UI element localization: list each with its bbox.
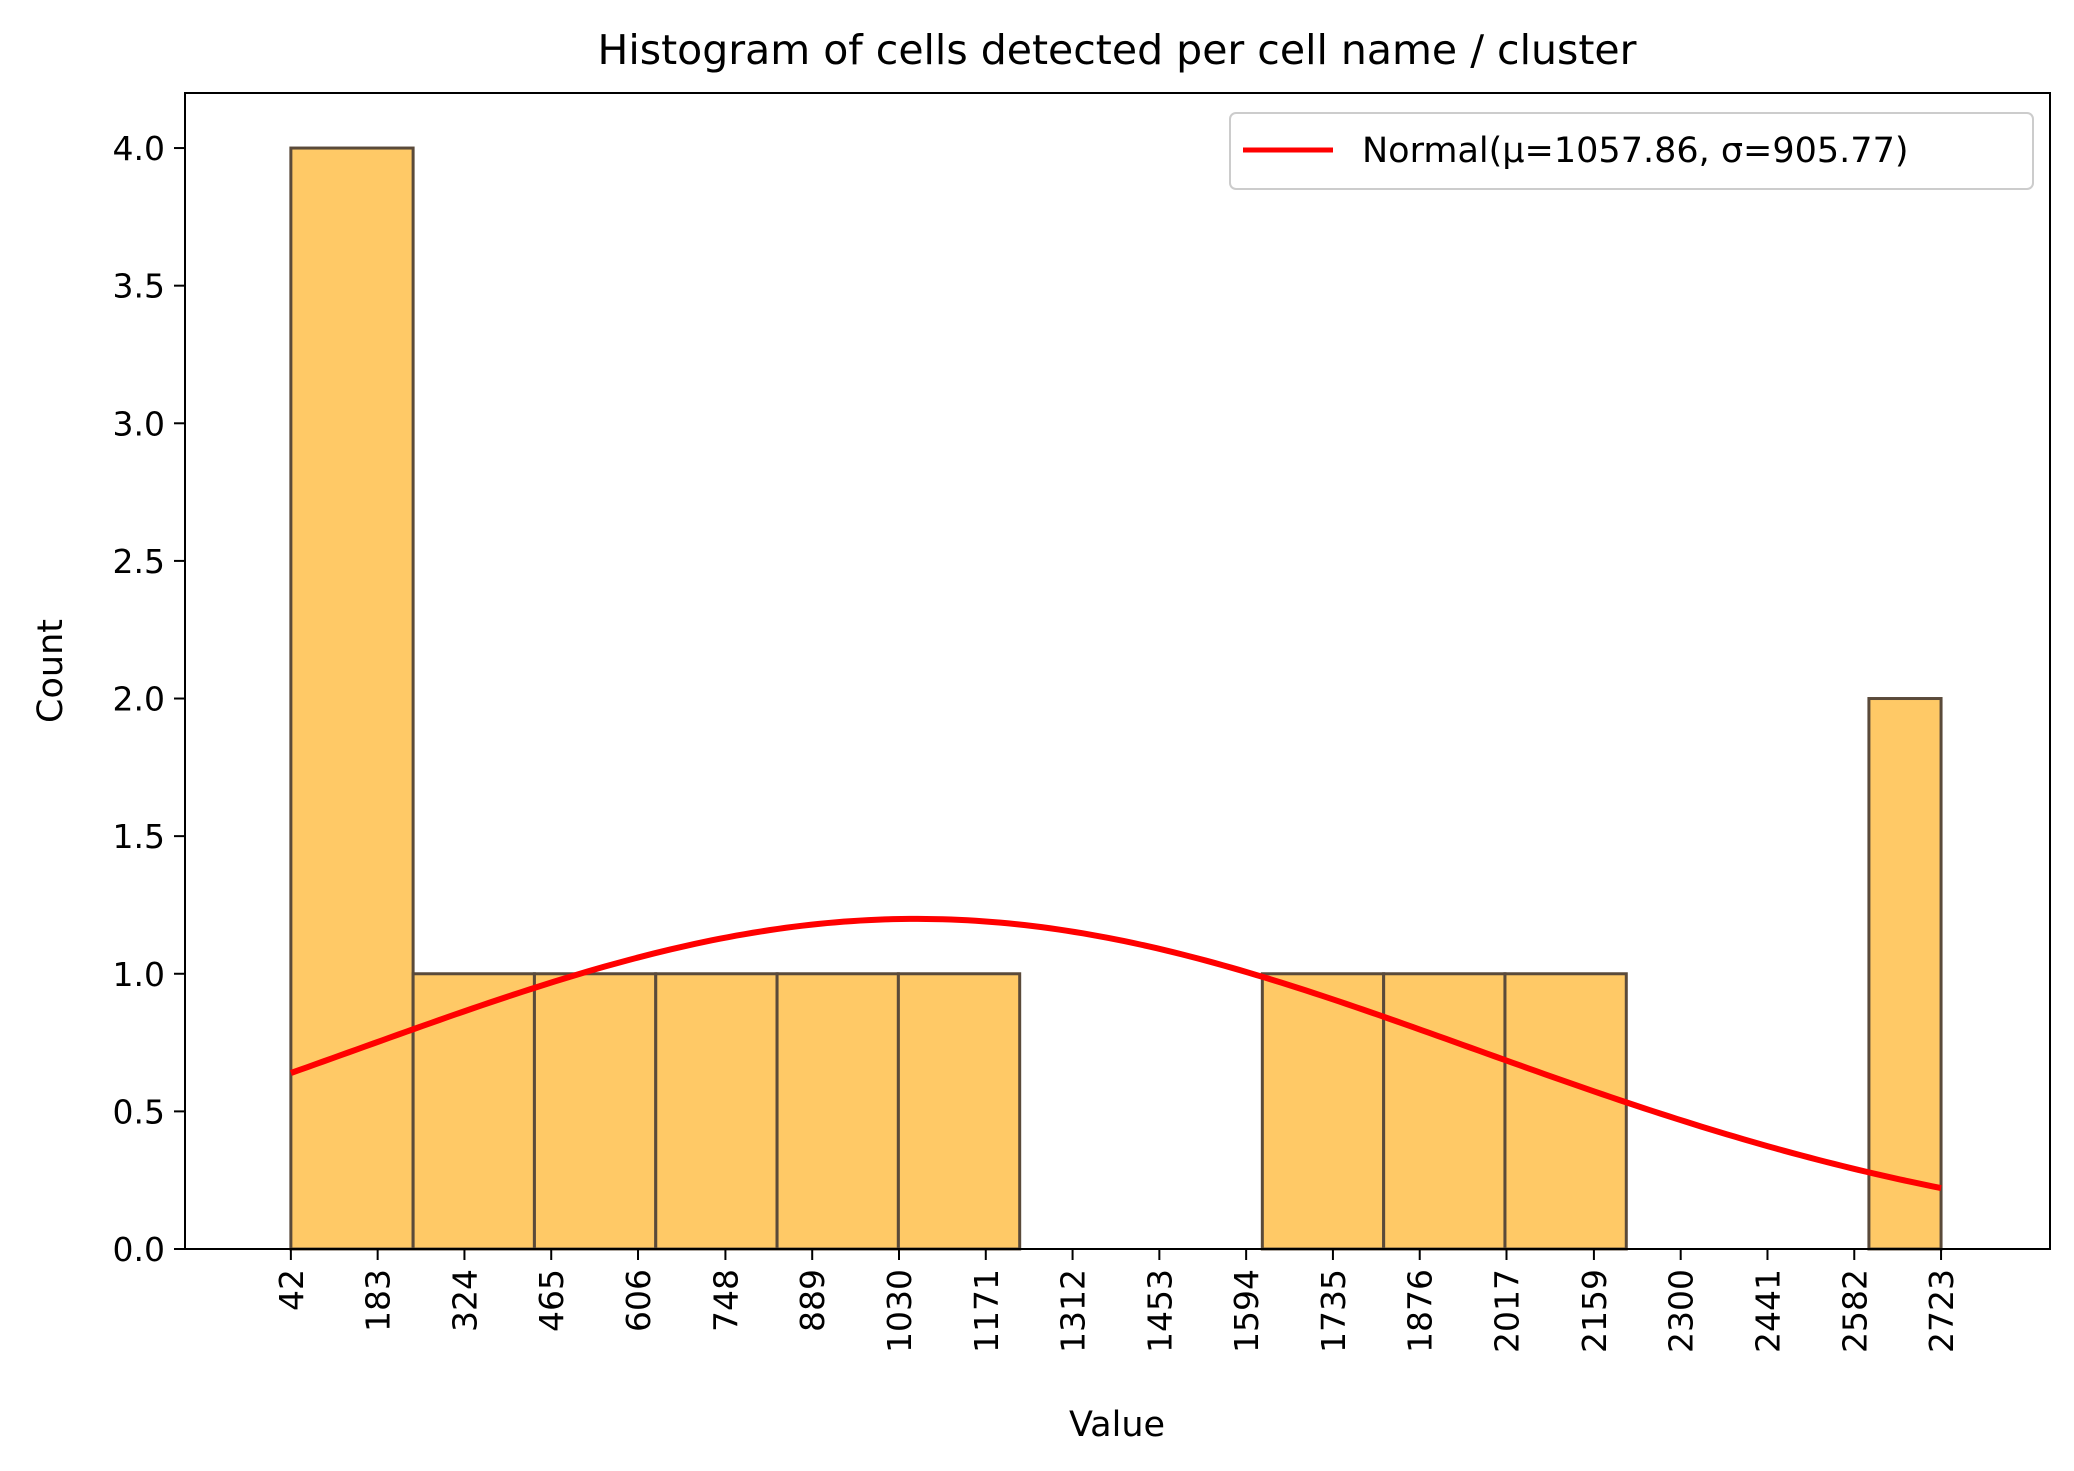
y-tick-label: 0.0 [113,1230,165,1269]
histogram-bar [1867,697,1943,1251]
normal-fit-curve [289,915,1942,1192]
legend-box [1229,112,2034,190]
bars-layer [289,146,1943,1251]
y-tick-label: 4.0 [113,129,165,168]
histogram-bar [1503,972,1628,1251]
curve-layer [289,915,1942,1192]
x-tick-label: 2582 [1835,1269,1874,1353]
x-tick-label: 1171 [967,1269,1006,1353]
histogram-bar [1382,972,1507,1251]
y-tick-label: 3.0 [113,404,165,443]
x-tick-label: 465 [532,1269,571,1332]
x-tick-label: 748 [706,1269,745,1332]
histogram-bar [775,972,900,1251]
histogram-bar [532,972,658,1251]
y-axis-label: Count [31,619,71,723]
legend: Normal(μ=1057.86, σ=905.77) [1229,112,2034,190]
x-tick-label: 1030 [880,1269,919,1353]
x-tick-label: 606 [619,1269,658,1332]
x-tick-label: 1594 [1227,1269,1266,1353]
x-tick-label: 1453 [1140,1269,1179,1353]
histogram-bar [289,146,415,1251]
x-tick-label: 1876 [1401,1269,1440,1353]
x-tick-label: 42 [272,1269,311,1311]
y-tick-label: 2.5 [113,542,165,581]
x-tick-label: 2300 [1662,1269,1701,1353]
histogram-bar [896,972,1022,1251]
histogram-bar [1260,972,1386,1251]
x-tick-label: 324 [445,1269,484,1332]
x-tick-label: 2159 [1575,1269,1614,1353]
histogram-bar [654,972,779,1251]
x-axis-label: Value [1069,1405,1165,1445]
y-tick-label: 3.5 [113,267,165,306]
y-ticks: 0.0 0.5 1.0 1.5 2.0 2.5 3.0 3.5 4.0 [113,129,185,1269]
legend-label: Normal(μ=1057.86, σ=905.77) [1362,131,1909,171]
x-tick-label: 2441 [1748,1269,1787,1353]
x-tick-label: 889 [793,1269,832,1332]
histogram-bar [411,972,536,1251]
x-tick-label: 2017 [1488,1269,1527,1353]
x-tick-label: 2723 [1922,1269,1961,1353]
y-tick-label: 2.0 [113,680,165,719]
x-ticks: 42 183 324 465 606 748 889 1030 1171 1312 1453 1594… [272,1249,1961,1353]
plot-frame [184,92,2051,1250]
y-tick-label: 0.5 [113,1092,165,1131]
chart-title: Histogram of cells detected per cell nam… [598,26,1637,74]
x-tick-label: 183 [359,1269,398,1332]
y-tick-label: 1.0 [113,955,165,994]
y-tick-label: 1.5 [113,817,165,856]
x-tick-label: 1312 [1054,1269,1093,1353]
x-tick-label: 1735 [1314,1269,1353,1353]
